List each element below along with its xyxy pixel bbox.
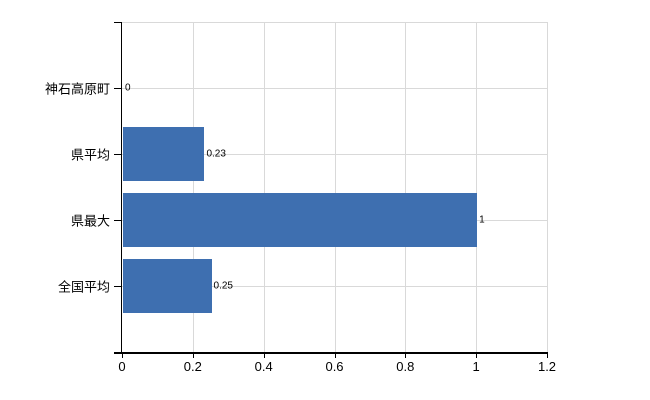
x-axis-tick xyxy=(476,352,478,358)
gridline-vertical xyxy=(334,22,336,352)
x-tick-label: 0 xyxy=(118,359,126,374)
bar-value-label: 0 xyxy=(125,82,131,94)
gridline-vertical xyxy=(192,22,194,352)
y-axis-tick xyxy=(114,352,122,354)
y-axis-tick xyxy=(114,154,122,155)
x-axis-tick xyxy=(192,352,194,358)
x-axis-tick xyxy=(334,352,336,358)
gridline-vertical xyxy=(405,22,407,352)
category-label: 神石高原町 xyxy=(44,81,110,97)
y-axis xyxy=(120,22,122,354)
bar-value-label: 1 xyxy=(479,214,485,226)
bar xyxy=(123,193,478,247)
x-axis-tick xyxy=(122,352,123,358)
gridline-vertical xyxy=(476,22,478,352)
bar-value-label: 0.23 xyxy=(206,148,226,160)
x-axis-tick xyxy=(263,352,265,358)
y-axis-tick xyxy=(114,220,122,221)
x-axis-tick xyxy=(547,352,548,358)
category-label: 県最大 xyxy=(70,213,110,229)
y-axis-tick xyxy=(114,22,122,23)
category-label: 県平均 xyxy=(70,147,110,163)
x-axis xyxy=(120,352,547,354)
y-axis-tick xyxy=(114,88,122,89)
x-axis-tick xyxy=(405,352,407,358)
x-tick-label: 1.2 xyxy=(537,359,557,374)
gridline-vertical xyxy=(547,22,548,352)
bar-value-label: 0.25 xyxy=(213,280,233,292)
gridline-vertical xyxy=(263,22,265,352)
x-tick-label: 0.6 xyxy=(325,359,344,374)
bar xyxy=(123,127,205,181)
category-label: 全国平均 xyxy=(57,279,110,295)
x-tick-label: 0.8 xyxy=(396,359,415,374)
x-tick-label: 0.2 xyxy=(183,359,202,374)
x-tick-label: 0.4 xyxy=(254,359,273,374)
y-axis-tick xyxy=(114,286,122,287)
x-tick-label: 1 xyxy=(472,359,480,374)
bar xyxy=(123,259,212,313)
